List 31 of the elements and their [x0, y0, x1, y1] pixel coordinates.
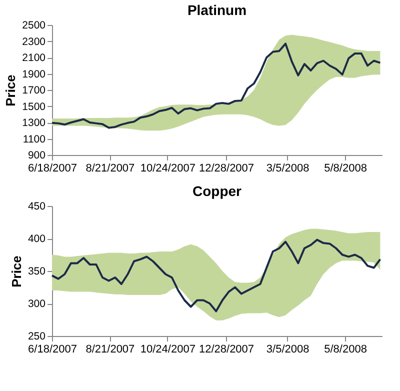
x-tick-label: 5/8/2008: [324, 162, 367, 174]
y-tick-label: 350: [28, 266, 46, 278]
x-tick-label: 12/28/2007: [198, 344, 254, 356]
x-tick-label: 8/21/2007: [86, 162, 135, 174]
y-tick-label: 900: [28, 150, 46, 162]
y-tick-label: 450: [28, 200, 46, 212]
y-axis-title: Price: [8, 256, 24, 288]
y-tick-label: 1500: [22, 100, 46, 113]
y-tick-label: 1100: [22, 133, 46, 146]
y-tick-label: 2100: [22, 52, 46, 64]
y-tick-label: 300: [28, 298, 46, 310]
y-tick-label: 2500: [22, 20, 46, 32]
chart-title: Platinum: [187, 2, 247, 18]
y-tick-label: 400: [28, 233, 46, 245]
y-tick-label: 1900: [22, 68, 46, 80]
chart-title: Copper: [192, 183, 242, 199]
y-tick-label: 1300: [22, 117, 46, 129]
x-tick-label: 6/18/2007: [28, 162, 77, 174]
x-tick-label: 10/24/2007: [140, 162, 196, 174]
y-axis-title: Price: [3, 74, 18, 106]
x-tick-label: 8/21/2007: [86, 344, 135, 356]
line-series: [51, 238, 382, 312]
x-tick-label: 10/24/2007: [140, 344, 196, 356]
x-tick-label: 3/5/2008: [266, 162, 310, 174]
y-tick-label: 250: [28, 330, 46, 342]
y-tick-label: 2300: [22, 36, 46, 48]
x-tick-label: 12/28/2007: [198, 162, 254, 174]
y-tick-label: 1700: [22, 84, 46, 96]
x-tick-label: 6/18/2007: [28, 344, 77, 356]
x-tick-label: 3/5/2008: [266, 344, 310, 356]
x-tick-label: 5/8/2008: [324, 344, 367, 356]
